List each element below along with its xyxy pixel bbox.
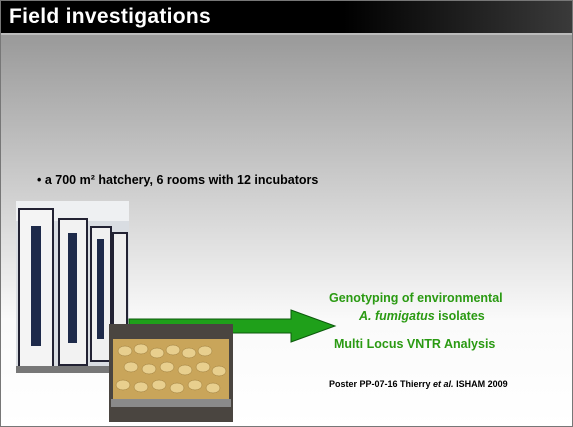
et-al: et al. [433, 379, 454, 389]
poster-text-end: ISHAM 2009 [453, 379, 508, 389]
title-bar: Field investigations [1, 1, 572, 35]
slide-title: Field investigations [9, 5, 212, 28]
genotyping-line-2: A. fumigatus isolates [359, 309, 485, 323]
vntr-text: Multi Locus VNTR Analysis [334, 337, 496, 351]
poster-reference: Poster PP-07-16 Thierry et al. ISHAM 200… [329, 379, 508, 389]
genotyping-line-1: Genotyping of environmental [329, 291, 503, 305]
bullet-text: • a 700 m² hatchery, 6 rooms with 12 inc… [37, 173, 319, 187]
incubator-photo [16, 201, 129, 373]
poster-text: Poster PP-07-16 Thierry [329, 379, 434, 389]
isolates-text: isolates [434, 309, 485, 323]
species-name: A. fumigatus [359, 309, 435, 323]
eggs-photo [109, 324, 233, 422]
